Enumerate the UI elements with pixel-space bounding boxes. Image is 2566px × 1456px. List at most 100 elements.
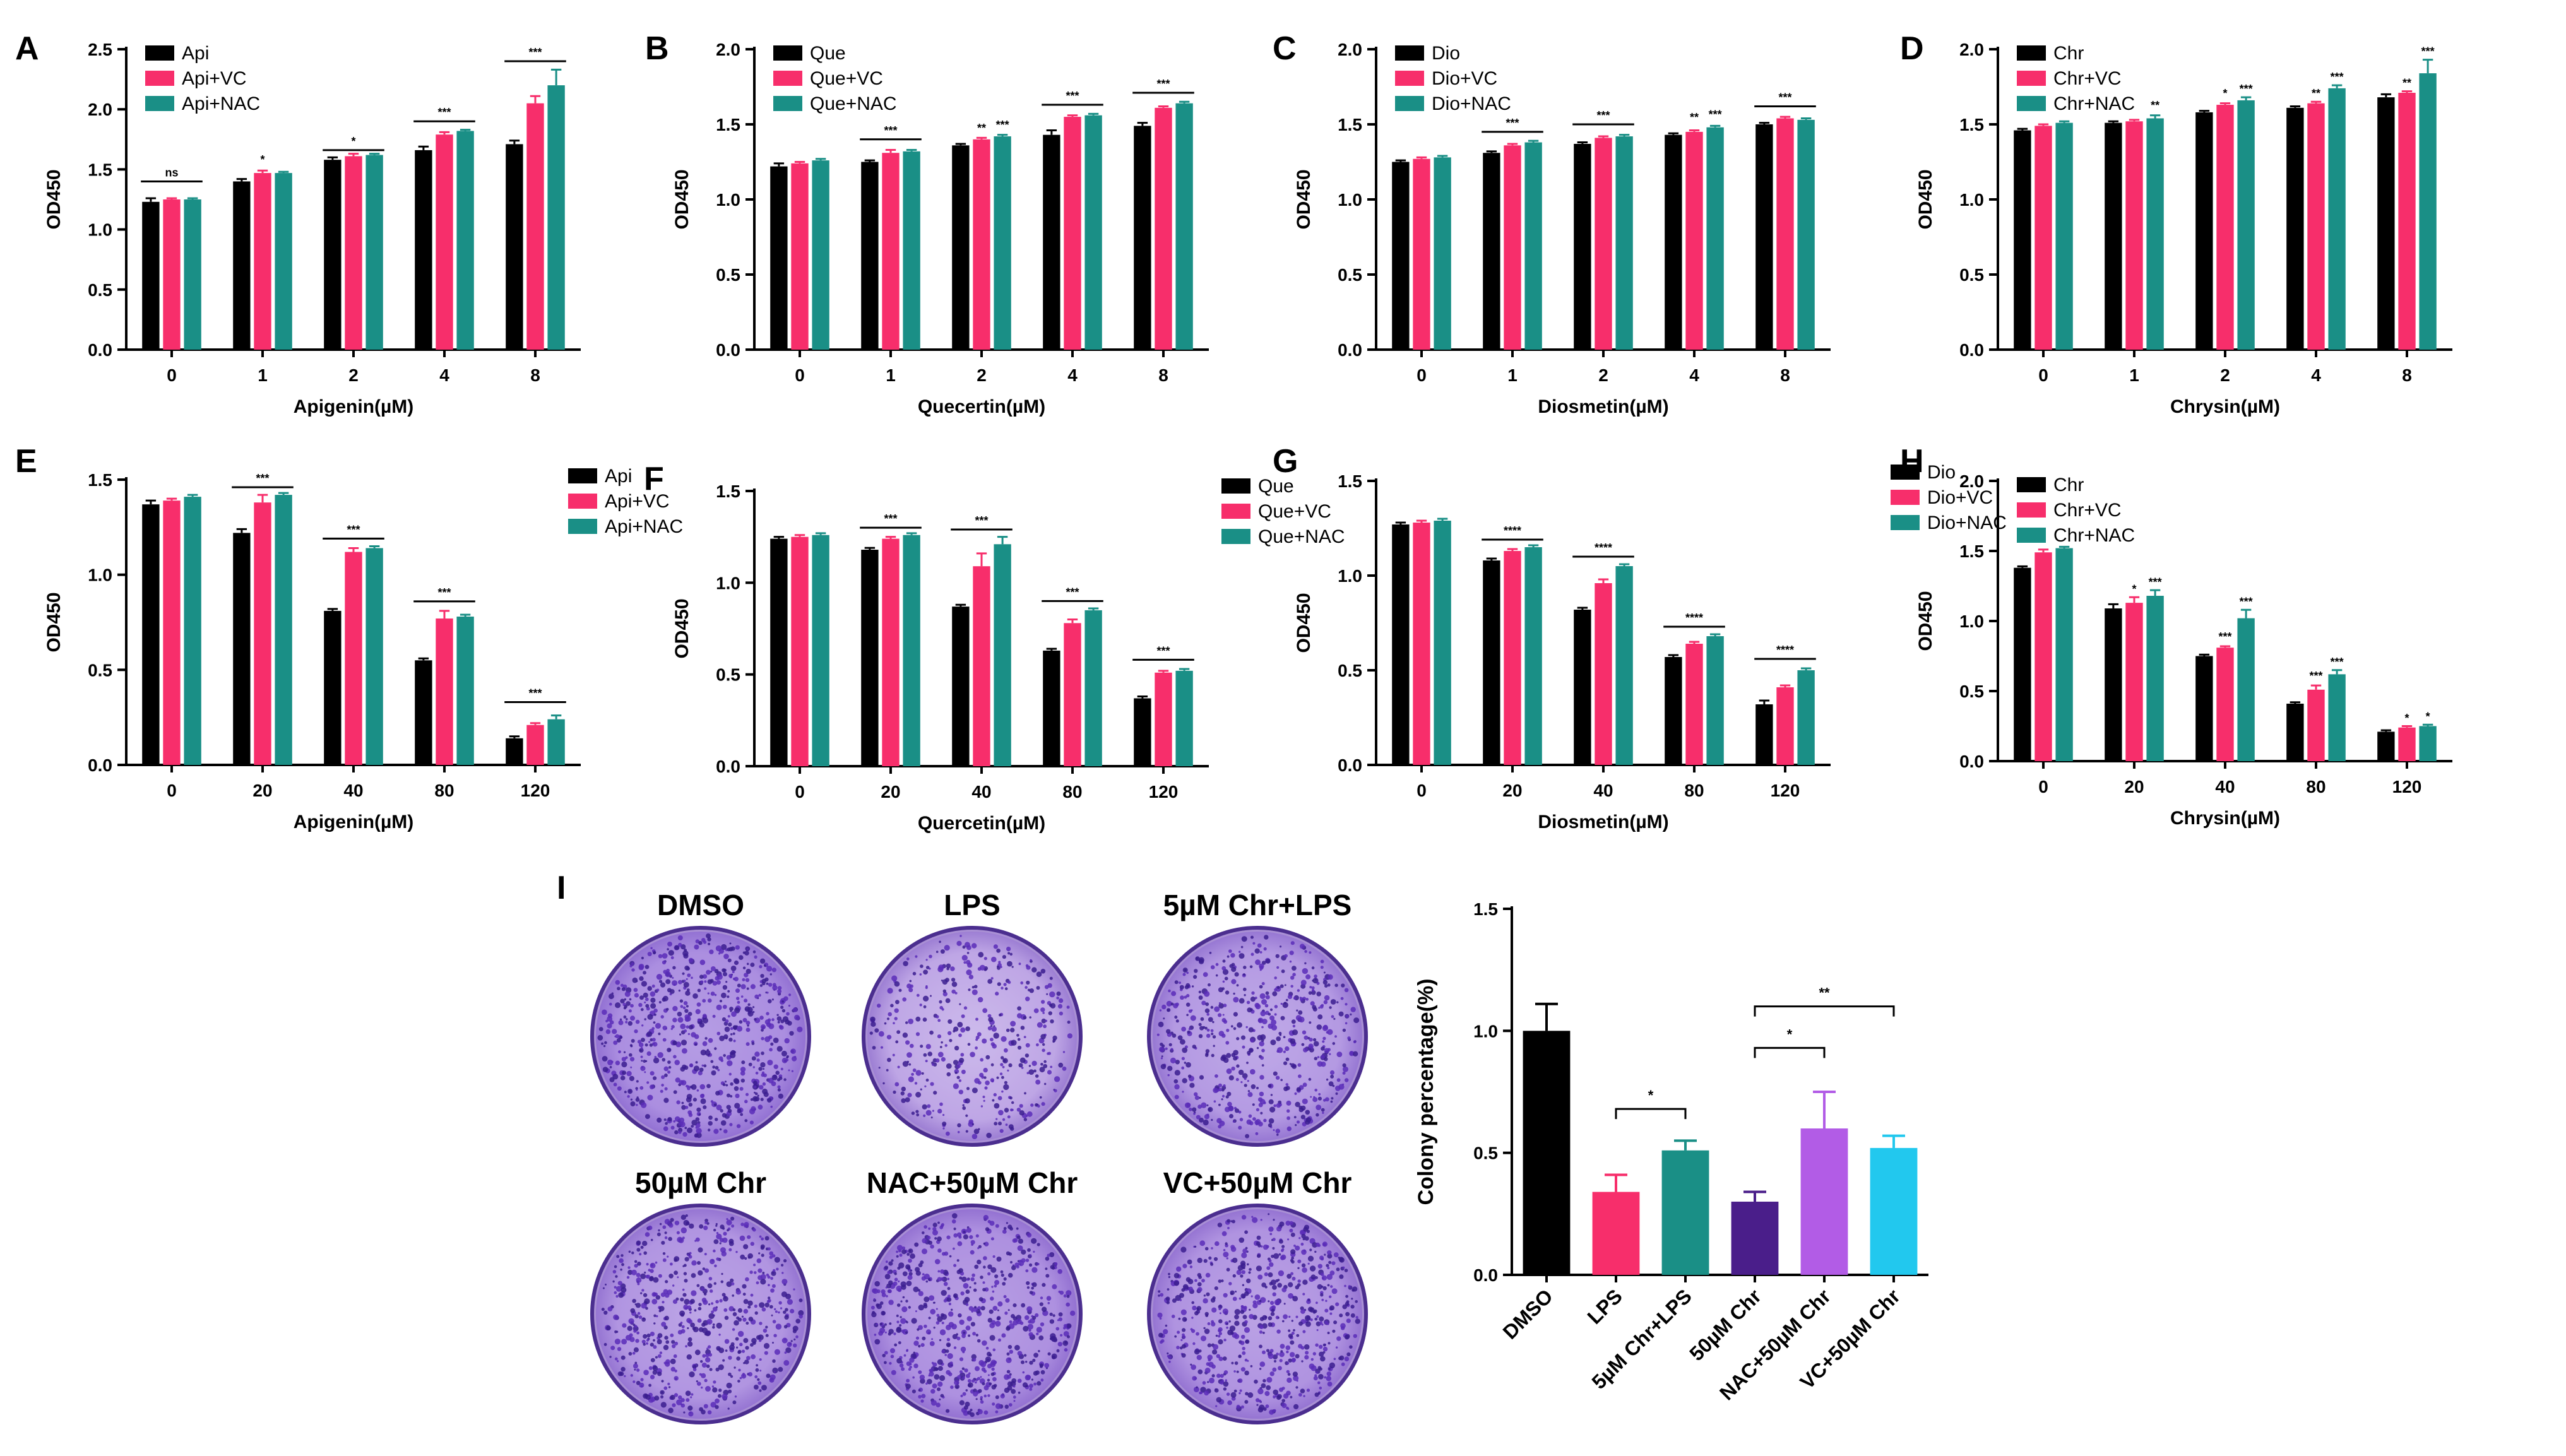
- colony-dot: [686, 978, 688, 980]
- colony-dot: [636, 1089, 638, 1091]
- colony-dot: [716, 1104, 722, 1111]
- colony-dot: [774, 1257, 780, 1263]
- colony-dot: [597, 1034, 603, 1041]
- colony-dot: [1007, 981, 1011, 984]
- colony-dot: [1199, 1117, 1204, 1123]
- colony-dot: [1331, 1288, 1338, 1294]
- colony-dot: [1218, 1308, 1221, 1310]
- colony-dot: [965, 959, 971, 965]
- colony-dot: [790, 1308, 795, 1314]
- colony-dot: [912, 1389, 916, 1394]
- colony-dot: [661, 1380, 664, 1383]
- colony-dot: [1167, 1009, 1170, 1012]
- colony-dot: [1187, 1030, 1191, 1034]
- colony-dot: [1254, 1294, 1261, 1300]
- colony-dot: [670, 1395, 675, 1400]
- colony-dot: [627, 1325, 633, 1331]
- colony-dot: [1050, 1019, 1054, 1024]
- colony-dot: [1323, 971, 1326, 974]
- colony-dot: [670, 956, 674, 959]
- colony-dot: [711, 966, 716, 971]
- colony-dot: [769, 1305, 773, 1309]
- colony-dot: [920, 1088, 922, 1091]
- colony-dot: [936, 1015, 939, 1019]
- colony-dot: [1188, 1286, 1193, 1292]
- colony-dot: [1245, 1339, 1250, 1344]
- colony-dot: [958, 1079, 962, 1082]
- colony-dot: [987, 1026, 992, 1031]
- colony-dot: [912, 971, 917, 976]
- colony-dot: [612, 1280, 615, 1283]
- colony-dot: [983, 1265, 986, 1269]
- colony-dot: [700, 1050, 706, 1056]
- colony-dot: [1285, 1057, 1290, 1062]
- colony-dot: [727, 990, 730, 993]
- colony-dot: [737, 1349, 742, 1354]
- colony-dot: [728, 974, 733, 978]
- colony-dot: [1046, 993, 1048, 995]
- colony-dot: [1225, 1095, 1229, 1099]
- x-tick-label: 2: [1598, 365, 1608, 385]
- colony-dot: [633, 1363, 638, 1369]
- colony-dot: [1304, 950, 1307, 953]
- bar: [2014, 130, 2031, 350]
- plate-stain: [596, 932, 805, 1141]
- colony-dot: [1187, 1259, 1192, 1265]
- colony-dot: [915, 1092, 922, 1098]
- y-axis-label: OD450: [1915, 591, 1936, 651]
- colony-dot: [635, 1019, 640, 1024]
- colony-dot: [1186, 971, 1189, 974]
- colony-dot: [641, 956, 644, 960]
- bar: [415, 150, 432, 350]
- colony-dot: [1204, 1390, 1209, 1396]
- colony-dot: [1268, 1353, 1274, 1359]
- colony-dot: [942, 1122, 947, 1127]
- colony-dot: [1066, 1294, 1070, 1298]
- colony-dot: [964, 1368, 968, 1373]
- colony-dot: [678, 1323, 682, 1327]
- colony-dot: [658, 1229, 660, 1232]
- colony-dot: [716, 974, 723, 980]
- colony-dot: [1266, 959, 1271, 964]
- colony-dot: [901, 1306, 908, 1313]
- colony-dot: [1322, 1351, 1326, 1354]
- colony-dot: [915, 1016, 921, 1022]
- bar: [163, 199, 181, 350]
- y-tick-label: 0.0: [1338, 340, 1362, 360]
- colony-dot: [1292, 973, 1296, 976]
- colony-dot: [961, 1069, 966, 1074]
- colony-dot: [991, 1026, 997, 1032]
- colony-dot: [1247, 1080, 1249, 1082]
- colony-dot: [1221, 1231, 1227, 1236]
- colony-dot: [734, 1007, 740, 1014]
- colony-dot: [1040, 1063, 1043, 1066]
- colony-dot: [640, 1292, 643, 1294]
- colony-dot: [894, 1277, 898, 1282]
- colony-dot: [923, 1304, 928, 1309]
- colony-dot: [997, 965, 999, 968]
- colony-dot: [980, 1361, 987, 1368]
- colony-dot: [954, 991, 958, 995]
- colony-dot: [1203, 1026, 1206, 1029]
- colony-dot: [939, 1398, 941, 1400]
- colony-dot: [1025, 1053, 1030, 1058]
- colony-dot: [995, 1395, 999, 1399]
- colony-dot: [686, 1025, 689, 1029]
- y-tick-label: 1.0: [1959, 612, 1984, 631]
- colony-dot: [602, 1009, 607, 1015]
- bar: [2216, 105, 2234, 350]
- colony-dot: [990, 1372, 995, 1376]
- bar: [2034, 126, 2052, 350]
- colony-dot: [708, 1313, 715, 1319]
- colony-dot: [726, 1218, 728, 1221]
- colony-dot: [718, 1347, 725, 1354]
- colony-dot: [1184, 995, 1187, 999]
- colony-dot: [685, 1214, 688, 1217]
- colony-dot: [781, 1279, 788, 1285]
- colony-dot: [874, 1322, 879, 1327]
- colony-dot: [937, 1221, 940, 1224]
- colony-dot: [783, 1359, 790, 1366]
- colony-dot: [618, 1050, 621, 1053]
- colony-dot: [1010, 1027, 1015, 1033]
- colony-dot: [1000, 1394, 1005, 1399]
